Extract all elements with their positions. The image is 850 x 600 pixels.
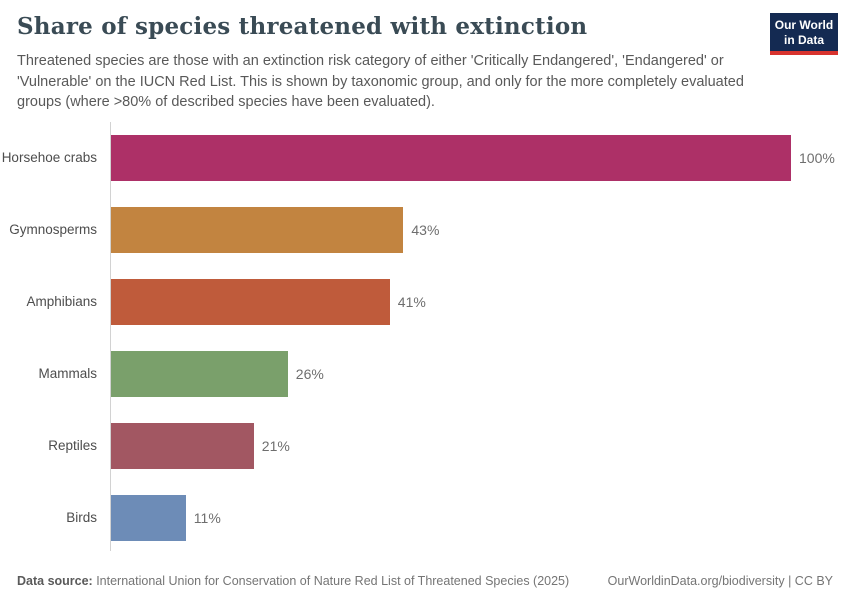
bar-row: Amphibians 41% bbox=[0, 266, 850, 338]
category-label: Reptiles bbox=[48, 438, 97, 454]
bar[interactable] bbox=[111, 350, 288, 397]
bar-row: Gymnosperms 43% bbox=[0, 194, 850, 266]
data-source-text: International Union for Conservation of … bbox=[92, 573, 570, 588]
chart-footer: Data source: International Union for Con… bbox=[0, 574, 850, 588]
bar-rows: Horsehoe crabs 100% Gymnosperms 43% Amphibia… bbox=[0, 122, 850, 554]
category-label: Birds bbox=[66, 510, 97, 526]
bar[interactable] bbox=[111, 134, 791, 181]
owid-logo-line2: in Data bbox=[783, 32, 824, 47]
data-source-label: Data source: bbox=[17, 573, 93, 588]
owid-link[interactable]: OurWorldinData.org/biodiversity | CC BY bbox=[607, 573, 833, 588]
bar[interactable] bbox=[111, 422, 254, 469]
data-source-note: Data source: International Union for Con… bbox=[17, 574, 569, 588]
value-label: 21% bbox=[261, 437, 290, 454]
value-label: 41% bbox=[397, 293, 426, 310]
category-label: Mammals bbox=[38, 366, 97, 382]
value-label: 43% bbox=[411, 221, 440, 238]
chart-subtitle: Threatened species are those with an ext… bbox=[17, 53, 744, 111]
y-axis-line bbox=[110, 121, 111, 551]
value-label: 26% bbox=[295, 365, 324, 382]
category-label: Gymnosperms bbox=[9, 222, 97, 238]
bar[interactable] bbox=[111, 206, 404, 253]
category-label: Horsehoe crabs bbox=[1, 150, 97, 166]
value-label: 11% bbox=[193, 509, 221, 526]
bar-row: Mammals 26% bbox=[0, 338, 850, 410]
bar[interactable] bbox=[111, 278, 390, 325]
page-title: Share of species threatened with extinct… bbox=[17, 13, 588, 40]
bar[interactable] bbox=[111, 494, 186, 541]
bar-row: Birds 11% bbox=[0, 482, 850, 554]
bar-chart: Horsehoe crabs 100% Gymnosperms 43% Amphibia… bbox=[0, 121, 850, 554]
value-label: 100% bbox=[799, 149, 835, 166]
bar-row: Reptiles 21% bbox=[0, 410, 850, 482]
owid-logo[interactable]: Our World in Data bbox=[770, 13, 838, 56]
chart-header: Share of species threatened with extinct… bbox=[0, 0, 850, 113]
bar-row: Horsehoe crabs 100% bbox=[0, 122, 850, 194]
owid-logo-line1: Our World bbox=[774, 18, 834, 32]
category-label: Amphibians bbox=[26, 294, 97, 310]
